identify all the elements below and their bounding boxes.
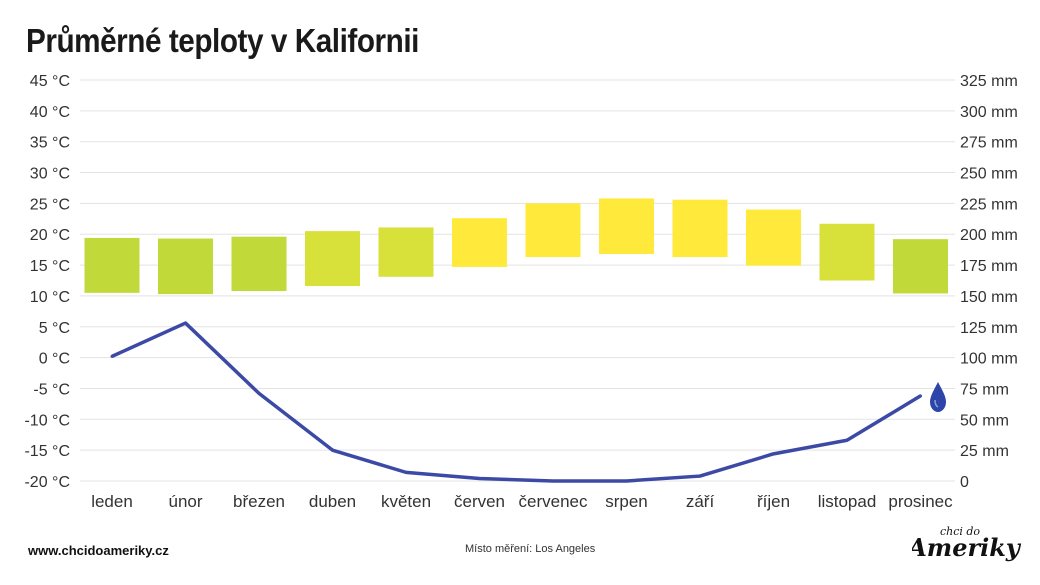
month-label: listopad	[818, 492, 877, 511]
left-tick-label: 5 °C	[39, 320, 70, 337]
month-labels: leden únor březen duben květen červen červenec…	[91, 492, 953, 511]
month-label: prosinec	[888, 492, 953, 511]
right-tick-label: 50 mm	[960, 412, 1009, 429]
month-label: červenec	[519, 492, 588, 511]
measurement-note: Místo měření: Los Angeles	[465, 543, 596, 555]
left-tick-label: 45 °C	[30, 73, 70, 90]
temperature-bar	[893, 239, 948, 294]
right-tick-label: 250 mm	[960, 166, 1018, 183]
temperature-bars	[84, 198, 948, 295]
precipitation-point	[551, 479, 555, 483]
month-label: červen	[454, 492, 505, 511]
right-tick-label: 0	[960, 474, 969, 491]
precipitation-series	[110, 321, 922, 483]
precipitation-point	[184, 321, 187, 325]
right-tick-label: 150 mm	[960, 289, 1018, 306]
temperature-bar	[84, 237, 140, 293]
left-axis-ticks: 45 °C 40 °C 35 °C 30 °C 25 °C 20 °C 15 °C 10 °C…	[24, 73, 70, 491]
left-tick-label: 35 °C	[30, 135, 70, 152]
temperature-bar	[158, 238, 213, 295]
left-tick-label: 25 °C	[30, 196, 70, 213]
month-label: únor	[168, 492, 202, 511]
logo-text-top: chci do	[940, 525, 980, 538]
left-tick-label: 20 °C	[30, 227, 70, 244]
month-label: březen	[233, 492, 285, 511]
temperature-bar	[819, 223, 875, 281]
precipitation-point	[845, 438, 849, 442]
right-tick-label: 275 mm	[960, 135, 1018, 152]
left-tick-label: -10 °C	[24, 412, 70, 429]
right-tick-label: 300 mm	[960, 104, 1018, 121]
month-label: duben	[309, 492, 356, 511]
left-tick-label: 30 °C	[30, 166, 70, 183]
precipitation-point	[919, 394, 922, 398]
precipitation-point	[257, 391, 261, 395]
right-tick-label: 200 mm	[960, 227, 1018, 244]
temperature-bar	[599, 198, 654, 254]
right-tick-label: 175 mm	[960, 258, 1018, 275]
brand-logo: chci do Ameriky	[912, 525, 1022, 562]
precipitation-point	[110, 354, 114, 358]
month-label: září	[686, 492, 715, 511]
right-tick-label: 100 mm	[960, 351, 1018, 368]
left-tick-label: 10 °C	[30, 289, 70, 306]
left-tick-label: -5 °C	[33, 381, 70, 398]
right-tick-label: 75 mm	[960, 381, 1009, 398]
chart-title: Průměrné teploty v Kalifornii	[26, 22, 419, 59]
website-link[interactable]: www.chcidoameriky.cz	[28, 543, 169, 558]
month-label: leden	[91, 492, 133, 511]
temperature-bar	[231, 236, 287, 291]
precipitation-point	[478, 477, 481, 481]
left-tick-label: -15 °C	[24, 443, 70, 460]
logo-text-main: Ameriky	[912, 533, 1022, 562]
month-label: srpen	[605, 492, 648, 511]
precipitation-point	[404, 470, 408, 474]
precipitation-point	[625, 479, 628, 483]
water-drop-icon	[930, 382, 946, 412]
left-tick-label: -20 °C	[24, 474, 70, 491]
temperature-bar	[746, 209, 801, 266]
temperature-bar	[525, 203, 581, 258]
precipitation-point	[331, 448, 334, 452]
precipitation-point	[698, 474, 702, 478]
left-tick-label: 15 °C	[30, 258, 70, 275]
left-tick-label: 0 °C	[39, 351, 70, 368]
right-tick-label: 125 mm	[960, 320, 1018, 337]
left-tick-label: 40 °C	[30, 104, 70, 121]
temperature-bar	[672, 199, 728, 258]
right-tick-label: 25 mm	[960, 443, 1009, 460]
temperature-bar	[452, 218, 507, 267]
right-axis-ticks: 325 mm 300 mm 275 mm 250 mm 225 mm 200 mm 175 …	[960, 73, 1018, 491]
precipitation-point	[772, 452, 775, 456]
precipitation-line	[111, 321, 922, 483]
month-label: říjen	[757, 492, 790, 511]
temperature-bar	[378, 227, 434, 277]
right-tick-label: 325 mm	[960, 73, 1018, 90]
temperature-bar	[305, 231, 360, 287]
month-label: květen	[381, 492, 431, 511]
right-tick-label: 225 mm	[960, 196, 1018, 213]
